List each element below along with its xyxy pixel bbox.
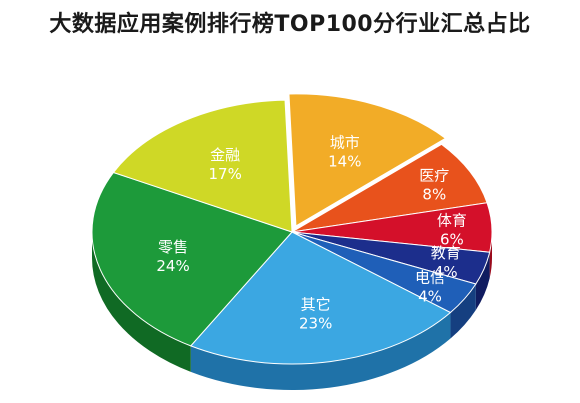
slice-label-value: 8% [422,186,446,204]
slice-label-name: 医疗 [419,167,449,185]
slice-label-name: 教育 [431,244,461,262]
pie-slice-金融 [112,99,293,233]
slice-label-value: 23% [299,314,332,332]
chart-title: 大数据应用案例排行榜TOP100分行业汇总占比 [49,12,531,37]
slice-label-value: 6% [440,230,464,248]
slice-label-value: 4% [434,263,458,281]
slice-label-name: 体育 [437,211,467,229]
slice-label-value: 14% [328,153,361,171]
slice-label-value: 24% [156,257,189,275]
pie-side-零售 [92,232,191,372]
pie-slice-城市 [288,93,447,227]
slice-label-name: 零售 [158,238,188,256]
slice-label-name: 金融 [210,146,240,164]
slice-label-name: 城市 [330,134,360,152]
slice-label-value: 17% [209,165,242,183]
pie-tops [91,93,493,365]
pie-side-教育 [475,252,490,311]
pie-slice-其它 [189,231,452,365]
slice-label-value: 4% [418,287,442,305]
pie-side-电信 [450,284,476,339]
pie-slice-医疗 [291,143,488,233]
slice-label-name: 其它 [301,295,331,313]
pie-sides [92,232,492,390]
pie-side-其它 [190,312,451,390]
slice-label-name: 电信 [415,268,445,286]
